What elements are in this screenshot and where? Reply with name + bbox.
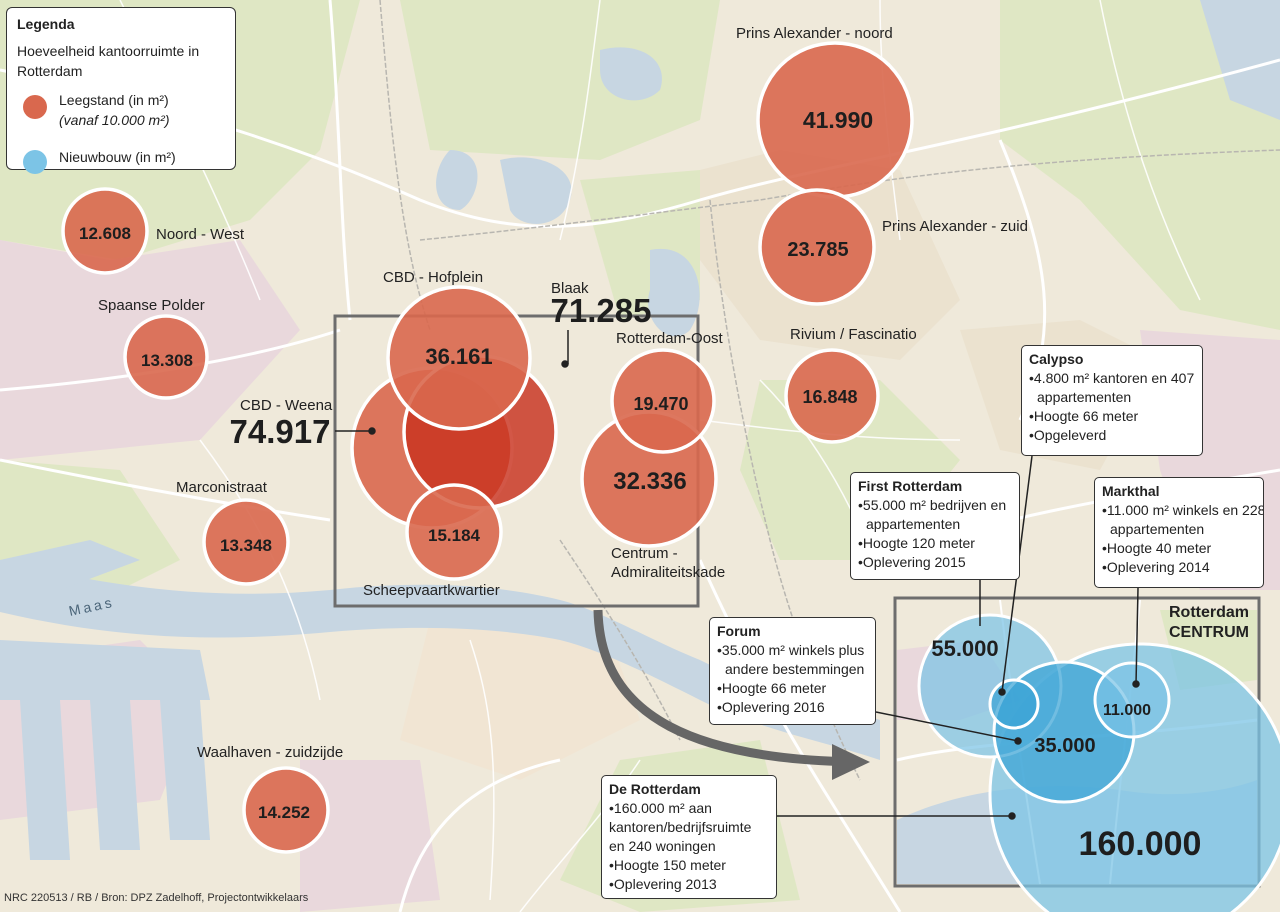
vacancy-bubble	[610, 348, 716, 454]
vacancy-bubble	[242, 766, 330, 854]
legend-vacancy-label: Leegstand (in m²)	[59, 92, 169, 108]
callout-forum-line: andere bestemmingen	[725, 661, 865, 677]
area-labels: Prins Alexander - noord Prins Alexander …	[67, 25, 1249, 761]
inset-title-1: Rotterdam	[1169, 604, 1249, 621]
vacancy-value-label: 36.161	[425, 344, 492, 369]
callout-calypso-line: •Hoogte 66 meter	[1029, 408, 1139, 424]
legend-title: Legenda	[17, 16, 75, 32]
legend-newbuild-label: Nieuwbouw (in m²)	[59, 149, 176, 165]
callout-markthal-line: •11.000 m² winkels en 228	[1102, 502, 1264, 518]
vacancy-bubble	[758, 188, 876, 306]
callout-markthal-title: Markthal	[1102, 483, 1160, 499]
vacancy-value-label: 23.785	[787, 239, 848, 261]
label-centrum-1: Centrum -	[611, 545, 678, 562]
label-rivium: Rivium / Fascinatio	[790, 326, 917, 343]
vacancy-value-label: 13.348	[220, 536, 272, 555]
vacancy-value-label: 16.848	[802, 387, 857, 407]
vacancy-value-label: 19.470	[633, 394, 688, 414]
callout-calypso-line: •4.800 m² kantoren en 407	[1029, 370, 1195, 386]
label-cbd-weena: CBD - Weena	[240, 397, 333, 414]
callout-calypso: Calypso •4.800 m² kantoren en 407 appart…	[1021, 345, 1203, 456]
callout-de-rotterdam: De Rotterdam •160.000 m² aan kantoren/be…	[601, 775, 777, 899]
zoom-arrow	[593, 609, 861, 767]
newbuild-value-label: 11.000	[1103, 702, 1151, 719]
callout-first-line: •55.000 m² bedrijven en	[858, 497, 1007, 513]
vacancy-bubble	[386, 285, 532, 431]
newbuild-value-label: 55.000	[931, 636, 998, 661]
legend-subtitle: Hoeveelheid kantoorruimte in Rotterdam	[17, 43, 200, 79]
callout-first-rotterdam: First Rotterdam •55.000 m² bedrijven en …	[850, 472, 1020, 580]
newbuild-value-label: 35.000	[1034, 735, 1095, 757]
legend-newbuild-swatch	[23, 150, 47, 174]
label-prins-alexander-noord: Prins Alexander - noord	[736, 25, 893, 42]
label-rotterdam-oost: Rotterdam-Oost	[616, 330, 724, 347]
vacancy-value-label: 15.184	[428, 526, 481, 545]
label-spaanse-polder: Spaanse Polder	[98, 297, 205, 314]
label-scheepvaartkwartier: Scheepvaartkwartier	[363, 582, 500, 599]
label-waalhaven: Waalhaven - zuidzijde	[197, 744, 343, 761]
vacancy-bubble	[202, 498, 290, 586]
callout-first-line: •Hoogte 120 meter	[858, 535, 975, 551]
label-noord-west: Noord - West	[156, 226, 245, 243]
legend-vacancy-note: (vanaf 10.000 m²)	[59, 112, 170, 128]
label-marconistraat: Marconistraat	[176, 479, 268, 496]
newbuild-bubble	[988, 678, 1040, 730]
river-maas	[0, 0, 1280, 860]
vacancy-bubble	[405, 483, 503, 581]
zoom-arrow-head	[832, 744, 870, 780]
vacancy-bubble	[784, 348, 880, 444]
label-prins-alexander-zuid: Prins Alexander - zuid	[882, 218, 1028, 235]
newbuild-value-label: 160.000	[1079, 825, 1202, 863]
callout-markthal-line: appartementen	[1110, 521, 1205, 537]
vacancy-value-label: 32.336	[613, 468, 686, 495]
vacancy-bubble	[123, 314, 209, 400]
source-credit: NRC 220513 / RB / Bron: DPZ Zadelhoff, P…	[4, 892, 309, 904]
callout-first-line: •Oplevering 2015	[858, 554, 966, 570]
callout-derotterdam-line: en 240 woningen	[609, 838, 716, 854]
vacancy-value-label: 13.308	[141, 351, 193, 370]
value-labels: 41.990 23.785 12.608 13.308 36.161 71.285 19.4…	[79, 107, 1201, 863]
callout-derotterdam-line: •Oplevering 2013	[609, 876, 717, 892]
callout-forum: Forum •35.000 m² winkels plus andere bes…	[709, 617, 876, 725]
vacancy-value-label: 74.917	[230, 413, 331, 450]
label-centrum-2: Admiraliteitskade	[611, 564, 725, 581]
callout-derotterdam-line: •Hoogte 150 meter	[609, 857, 726, 873]
callout-forum-line: •Hoogte 66 meter	[717, 680, 827, 696]
callout-first-title: First Rotterdam	[858, 478, 963, 494]
inset-title-2: CENTRUM	[1169, 624, 1249, 641]
newbuild-bubbles	[917, 613, 1280, 912]
vacancy-bubble	[61, 187, 149, 275]
legend-box: Legenda Hoeveelheid kantoorruimte in Rot…	[6, 7, 236, 174]
vacancy-value-label: 41.990	[803, 107, 873, 133]
callout-forum-line: •Oplevering 2016	[717, 699, 825, 715]
label-blaak: Blaak	[551, 280, 589, 297]
vacancy-value-label: 12.608	[79, 224, 131, 243]
callout-derotterdam-title: De Rotterdam	[609, 781, 701, 797]
callout-derotterdam-line: •160.000 m² aan	[609, 800, 712, 816]
callout-calypso-title: Calypso	[1029, 351, 1084, 367]
callout-forum-line: •35.000 m² winkels plus	[717, 642, 865, 658]
legend-vacancy-swatch	[23, 95, 47, 119]
vacancy-value-label: 71.285	[551, 292, 652, 329]
callout-calypso-line: •Opgeleverd	[1029, 427, 1107, 443]
callout-forum-title: Forum	[717, 623, 761, 639]
newbuild-bubble	[1093, 661, 1171, 739]
callout-first-line: appartementen	[866, 516, 961, 532]
vacancy-bubbles	[61, 41, 914, 854]
callout-derotterdam-line: kantoren/bedrijfsruimte	[609, 819, 752, 835]
callout-markthal-line: •Oplevering 2014	[1102, 559, 1210, 575]
callout-markthal: Markthal •11.000 m² winkels en 228 appar…	[1094, 477, 1264, 588]
vacancy-value-label: 14.252	[258, 803, 310, 822]
label-cbd-hofplein: CBD - Hofplein	[383, 269, 483, 286]
callout-markthal-line: •Hoogte 40 meter	[1102, 540, 1212, 556]
callout-calypso-line: appartementen	[1037, 389, 1132, 405]
